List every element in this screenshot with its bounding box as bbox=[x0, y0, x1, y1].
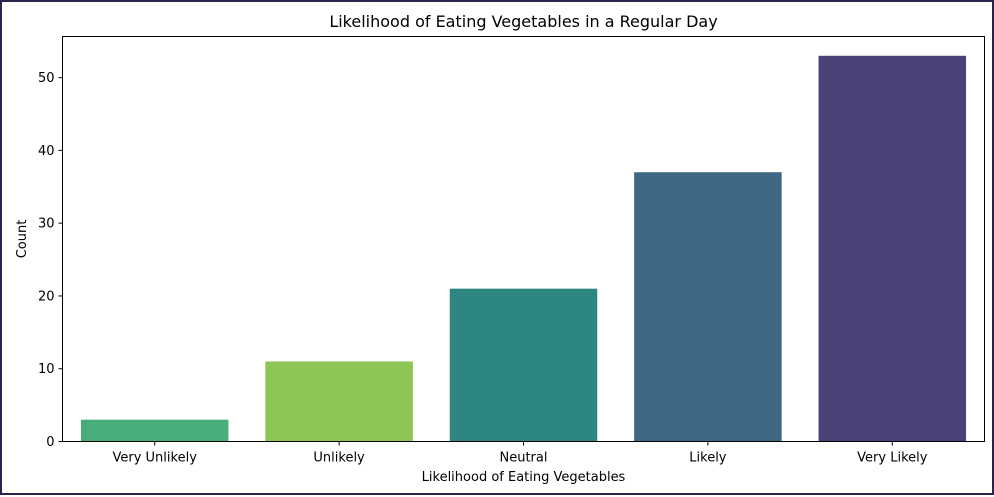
y-axis-label: Count bbox=[15, 220, 30, 259]
bar-very-unlikely bbox=[80, 419, 229, 442]
bars-group bbox=[80, 55, 967, 442]
plot-area-border bbox=[62, 36, 985, 442]
x-tick-label-likely: Likely bbox=[689, 451, 727, 466]
bar-unlikely bbox=[265, 361, 413, 442]
x-axis-label: Likelihood of Eating Vegetables bbox=[422, 470, 626, 485]
bar-likely bbox=[634, 172, 782, 442]
y-tick-label-50: 50 bbox=[38, 71, 55, 86]
y-tick-label-40: 40 bbox=[38, 144, 55, 159]
x-axis: Very Unlikely Unlikely Neutral Likely Very L… bbox=[112, 441, 928, 466]
bar-very-likely bbox=[818, 55, 967, 442]
chart-title: Likelihood of Eating Vegetables in a Reg… bbox=[329, 12, 717, 31]
x-tick-label-very-unlikely: Very Unlikely bbox=[112, 451, 197, 466]
y-axis: 0 10 20 30 40 50 bbox=[38, 71, 63, 450]
y-tick-label-0: 0 bbox=[46, 435, 54, 450]
x-tick-label-very-likely: Very Likely bbox=[857, 451, 928, 466]
y-tick-label-10: 10 bbox=[38, 362, 55, 377]
y-tick-label-30: 30 bbox=[38, 217, 55, 232]
y-tick-label-20: 20 bbox=[38, 289, 55, 304]
x-tick-label-neutral: Neutral bbox=[500, 451, 548, 466]
bar-neutral bbox=[449, 288, 598, 442]
x-tick-label-unlikely: Unlikely bbox=[313, 451, 365, 466]
